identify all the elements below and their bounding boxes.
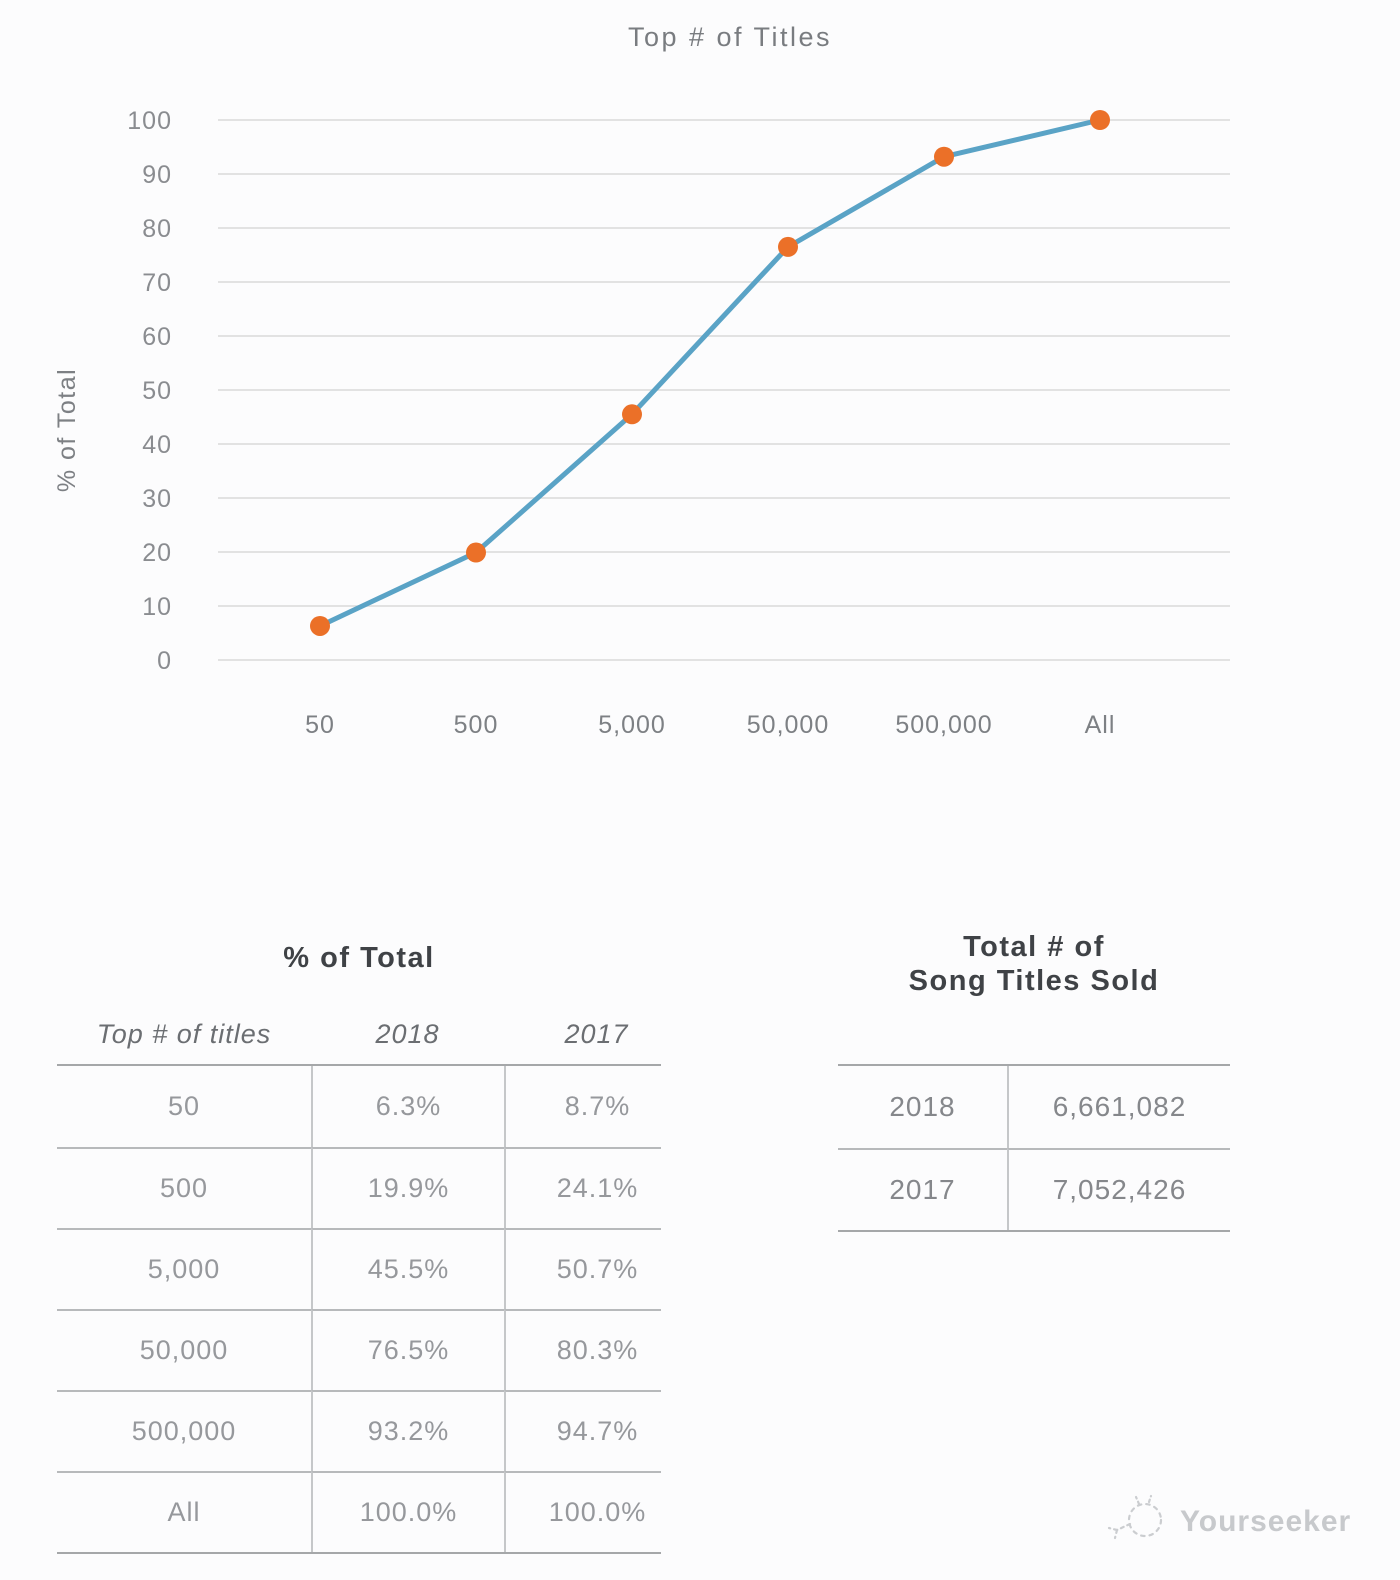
- chart-title: Top # of Titles: [628, 22, 832, 52]
- value-2018: 100.0%: [311, 1471, 504, 1552]
- data-point: [622, 404, 642, 425]
- row-label: 500,000: [57, 1390, 311, 1471]
- percent-table-header: Top # of titles 2018 2017: [57, 1017, 661, 1051]
- percent-table-title: % of Total: [283, 942, 435, 974]
- y-tick-label: 50: [142, 377, 172, 405]
- y-tick-label: 70: [142, 269, 172, 297]
- x-tick-label: All: [1085, 711, 1116, 739]
- value-2017: 100.0%: [504, 1471, 661, 1552]
- data-line-2018: [317, 117, 1103, 629]
- y-tick-label: 0: [157, 647, 172, 675]
- y-tick-label: 40: [142, 431, 172, 459]
- totals-table-title: Total # of Song Titles Sold: [838, 930, 1230, 998]
- value-2017: 80.3%: [504, 1309, 661, 1390]
- y-tick-label: 10: [142, 593, 172, 621]
- data-point: [934, 146, 954, 167]
- y-tick-label: 100: [127, 107, 172, 135]
- y-tick-label: 60: [142, 323, 172, 351]
- data-point: [310, 615, 330, 636]
- x-tick-label: 500,000: [895, 711, 992, 739]
- value-2017: 94.7%: [504, 1390, 661, 1471]
- value-2018: 19.9%: [311, 1147, 504, 1228]
- totals-title-line2: Song Titles Sold: [908, 965, 1160, 997]
- data-point: [778, 236, 798, 257]
- value-2018: 76.5%: [311, 1309, 504, 1390]
- column-header-2018: 2018: [375, 1018, 440, 1049]
- total-value: 7,052,426: [1007, 1148, 1230, 1230]
- watermark-label: Yourseeker: [1180, 1505, 1352, 1538]
- value-2017: 8.7%: [504, 1066, 661, 1147]
- percent-table: 50 6.3% 8.7% 500 19.9% 24.1% 5,000 45.5%…: [57, 1064, 661, 1554]
- data-point: [1090, 110, 1110, 130]
- value-2018: 45.5%: [311, 1228, 504, 1309]
- y-axis-title: % of Total: [53, 368, 81, 492]
- x-tick-label: 50: [305, 711, 335, 739]
- row-label: 50: [167, 1091, 201, 1121]
- y-tick-label: 30: [142, 485, 172, 513]
- value-2017: 24.1%: [504, 1147, 661, 1228]
- year-label: 2017: [838, 1148, 1007, 1230]
- year-label: 2018: [889, 1091, 956, 1122]
- data-point: [466, 542, 486, 563]
- y-tick-label: 90: [142, 161, 172, 189]
- row-label: 5,000: [57, 1228, 311, 1309]
- totals-table: 2018 6,661,082 2017 7,052,426: [838, 1064, 1230, 1232]
- column-header-2017: 2017: [564, 1018, 629, 1049]
- y-tick-label: 80: [142, 215, 172, 243]
- value-2017: 50.7%: [504, 1228, 661, 1309]
- line-chart: 0 10 20 30 40 50 60 70 80 90 100 50 500 5,000 50,000 50…: [53, 22, 1230, 739]
- yourseeker-logo-icon: [1107, 1494, 1163, 1540]
- value-2018: 6.3%: [311, 1066, 504, 1147]
- x-tick-label: 500: [454, 711, 499, 739]
- y-tick-label: 20: [142, 539, 172, 567]
- total-value: 6,661,082: [1007, 1066, 1230, 1148]
- row-label: All: [57, 1471, 311, 1552]
- value-2018: 93.2%: [311, 1390, 504, 1471]
- column-header-titles: Top # of titles: [96, 1018, 272, 1049]
- row-label: 500: [57, 1147, 311, 1228]
- x-tick-label: 50,000: [747, 711, 829, 739]
- totals-title-line1: Total # of: [963, 931, 1105, 963]
- row-label: 50,000: [57, 1309, 311, 1390]
- x-tick-label: 5,000: [598, 711, 666, 739]
